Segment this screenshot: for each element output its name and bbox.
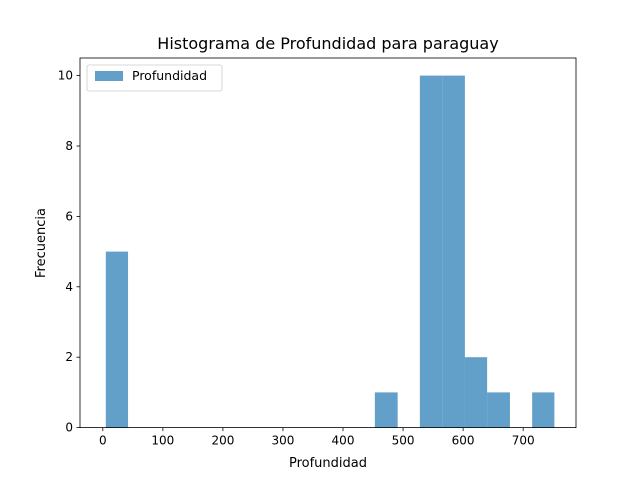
x-tick-label: 500 <box>392 434 415 448</box>
x-tick-label: 700 <box>512 434 535 448</box>
y-axis-label: Frecuencia <box>34 208 49 278</box>
plot-frame <box>79 57 577 429</box>
x-tick-label: 300 <box>272 434 295 448</box>
histogram-bar-2 <box>419 75 443 428</box>
x-tick-label: 600 <box>452 434 475 448</box>
y-axis-ticks: 0 2 4 6 8 10 <box>58 69 80 435</box>
x-tick-label: 100 <box>151 434 174 448</box>
y-tick-label: 4 <box>65 280 73 294</box>
x-axis-label: Profundidad <box>289 456 367 471</box>
x-tick-label: 400 <box>332 434 355 448</box>
y-tick-label: 2 <box>65 350 73 364</box>
histogram-bar-6 <box>532 392 555 428</box>
histogram-bar-5 <box>487 392 510 428</box>
histogram-bar-0 <box>105 251 129 428</box>
legend-swatch <box>95 71 123 81</box>
histogram-bar-3 <box>442 75 465 428</box>
legend-label: Profundidad <box>132 68 207 83</box>
y-tick-label: 10 <box>58 69 73 83</box>
y-tick-label: 6 <box>65 209 73 223</box>
legend: Profundidad <box>86 64 223 92</box>
x-axis-ticks: 0 100 200 300 400 500 600 700 <box>99 427 535 448</box>
bars-group <box>105 75 555 428</box>
y-tick-label: 0 <box>65 421 73 435</box>
x-tick-label: 200 <box>211 434 234 448</box>
y-tick-label: 8 <box>65 139 73 153</box>
histogram-bar-4 <box>464 357 488 428</box>
chart-title: Histograma de Profundidad para paraguay <box>157 34 498 53</box>
histogram-bar-1 <box>374 392 398 428</box>
x-tick-label: 0 <box>99 434 107 448</box>
